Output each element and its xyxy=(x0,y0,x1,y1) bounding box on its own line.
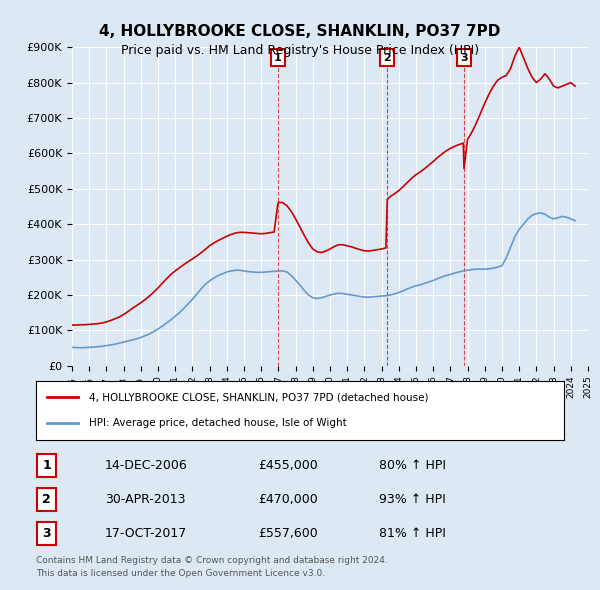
Text: 2: 2 xyxy=(42,493,51,506)
Text: 3: 3 xyxy=(42,527,51,540)
Text: £470,000: £470,000 xyxy=(258,493,317,506)
Text: 4, HOLLYBROOKE CLOSE, SHANKLIN, PO37 7PD: 4, HOLLYBROOKE CLOSE, SHANKLIN, PO37 7PD xyxy=(100,24,500,38)
Text: 81% ↑ HPI: 81% ↑ HPI xyxy=(379,527,446,540)
Text: 30-APR-2013: 30-APR-2013 xyxy=(104,493,185,506)
Text: 14-DEC-2006: 14-DEC-2006 xyxy=(104,458,187,472)
Text: 4, HOLLYBROOKE CLOSE, SHANKLIN, PO37 7PD (detached house): 4, HOLLYBROOKE CLOSE, SHANKLIN, PO37 7PD… xyxy=(89,392,428,402)
Text: 80% ↑ HPI: 80% ↑ HPI xyxy=(379,458,446,472)
Text: 17-OCT-2017: 17-OCT-2017 xyxy=(104,527,187,540)
Text: Contains HM Land Registry data © Crown copyright and database right 2024.: Contains HM Land Registry data © Crown c… xyxy=(36,556,388,565)
Text: 1: 1 xyxy=(274,53,281,63)
Text: Price paid vs. HM Land Registry's House Price Index (HPI): Price paid vs. HM Land Registry's House … xyxy=(121,44,479,57)
Text: £557,600: £557,600 xyxy=(258,527,317,540)
Text: 93% ↑ HPI: 93% ↑ HPI xyxy=(379,493,446,506)
Text: 1: 1 xyxy=(42,458,51,472)
Text: 2: 2 xyxy=(383,53,391,63)
Text: HPI: Average price, detached house, Isle of Wight: HPI: Average price, detached house, Isle… xyxy=(89,418,347,428)
Text: 3: 3 xyxy=(460,53,468,63)
Text: This data is licensed under the Open Government Licence v3.0.: This data is licensed under the Open Gov… xyxy=(36,569,325,578)
Text: £455,000: £455,000 xyxy=(258,458,317,472)
